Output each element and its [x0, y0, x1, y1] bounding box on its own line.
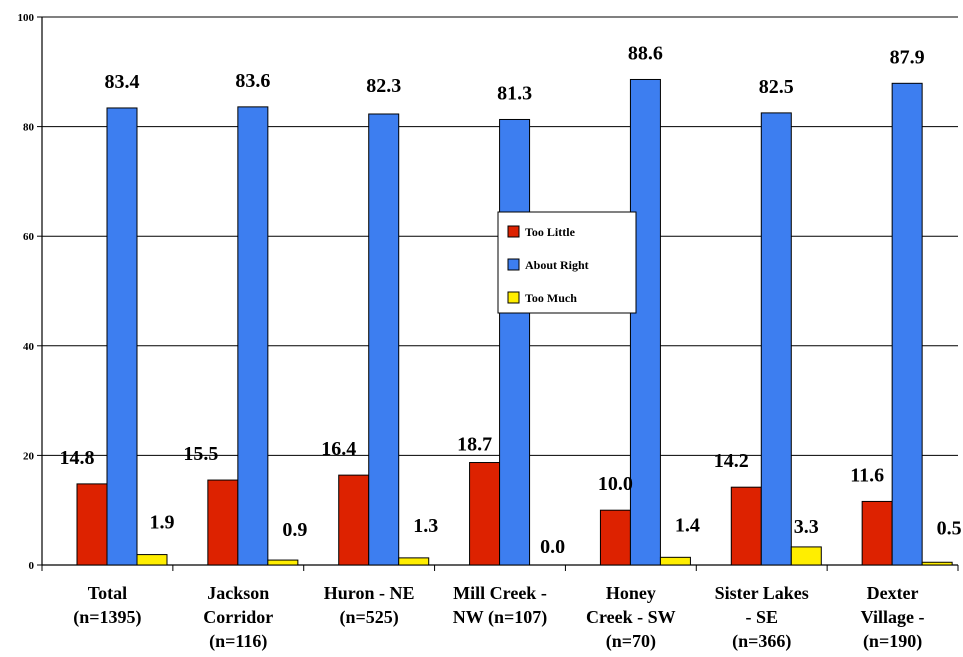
data-label: 82.3	[366, 75, 401, 97]
data-label: 1.3	[413, 515, 438, 537]
legend: Too Little About Right Too Much	[497, 211, 637, 314]
data-label: 3.3	[794, 516, 819, 538]
data-label: 83.4	[105, 71, 140, 93]
data-label: 0.5	[937, 517, 962, 539]
x-category-label: Honey Creek - SW (n=70)	[586, 583, 676, 652]
data-label: 14.8	[60, 447, 95, 469]
bar-too-little	[469, 462, 501, 566]
data-label: 83.6	[235, 70, 270, 92]
bar-too-much	[659, 556, 691, 566]
legend-swatch	[507, 225, 520, 238]
data-label: 82.5	[759, 76, 794, 98]
bar-too-little	[599, 509, 631, 566]
bar-too-little	[730, 486, 762, 566]
legend-label: About Right	[525, 258, 589, 272]
bar-about-right	[106, 107, 138, 566]
data-label: 0.9	[282, 519, 307, 541]
bar-about-right	[237, 106, 269, 566]
legend-label: Too Much	[525, 291, 577, 305]
data-label: 15.5	[183, 443, 218, 465]
data-label: 1.4	[675, 514, 700, 536]
x-category-label: Mill Creek -NW (n=107)	[453, 583, 547, 628]
data-label: 10.0	[598, 473, 633, 495]
y-tick-label: 80	[23, 122, 35, 134]
bar-too-little	[207, 479, 239, 566]
bar-about-right	[499, 118, 531, 566]
bars	[76, 78, 953, 566]
x-category-label: Huron - NE (n=525)	[324, 583, 415, 628]
bar-too-much	[921, 561, 953, 566]
category-labels: Total (n=1395) Jackson Corridor (n=116) Huron…	[73, 583, 924, 652]
y-tick-label: 60	[23, 231, 35, 243]
bar-about-right	[368, 113, 400, 566]
bar-about-right	[629, 78, 661, 566]
data-label: 14.2	[714, 450, 749, 472]
x-category-label: Total (n=1395)	[73, 583, 141, 628]
x-category-label: Sister Lakes - SE (n=366)	[715, 583, 809, 652]
x-category-label: Jackson Corridor (n=116)	[203, 583, 273, 652]
bar-too-much	[136, 554, 168, 566]
data-label: 88.6	[628, 42, 663, 64]
y-tick-label: 20	[23, 450, 35, 462]
bar-too-little	[861, 500, 893, 566]
y-tick-label: 0	[29, 560, 35, 572]
legend-swatch	[507, 258, 520, 271]
data-label: 0.0	[540, 536, 565, 558]
data-label: 11.6	[850, 464, 884, 486]
bar-too-much	[790, 546, 822, 566]
legend-swatch	[507, 291, 520, 304]
data-label: 16.4	[321, 438, 356, 460]
bar-too-much	[398, 557, 430, 566]
data-label: 81.3	[497, 82, 532, 104]
y-tick-label: 40	[23, 341, 35, 353]
bar-too-little	[76, 483, 108, 566]
data-label: 18.7	[457, 434, 492, 456]
bar-too-little	[338, 474, 370, 566]
legend-box	[497, 211, 637, 314]
data-labels: 14.8 15.5 16.4 18.7 10.0 14.2 11.6 83.4 83.6 82.3…	[60, 42, 962, 558]
legend-label: Too Little	[525, 225, 576, 239]
x-category-label: Dexter Village -(n=190)	[861, 583, 925, 652]
bar-about-right	[891, 82, 923, 566]
bar-too-much	[267, 559, 299, 566]
bar-about-right	[760, 112, 792, 566]
y-tick-label: 100	[18, 12, 35, 24]
data-label: 87.9	[890, 46, 925, 68]
data-label: 1.9	[150, 512, 175, 534]
